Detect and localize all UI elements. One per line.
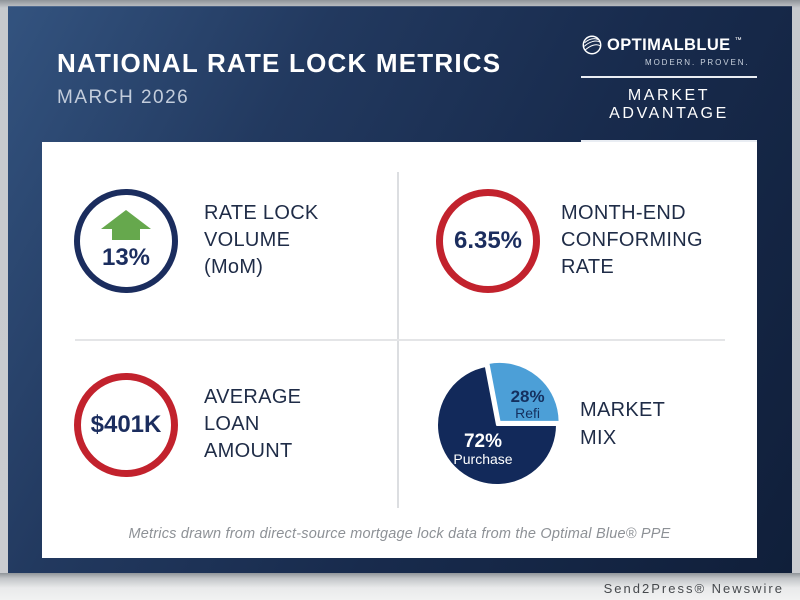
globe-icon [582, 35, 602, 55]
pie-label-refi-pct: 28% [511, 386, 545, 405]
pie-label-refi: Refi [515, 404, 540, 420]
metric-average-loan-amount: $401K AVERAGE LOAN AMOUNT [42, 339, 397, 510]
metric-label: MONTH-END CONFORMING RATE [561, 201, 703, 279]
metric-market-mix: 28% Refi 72% Purchase MARKET MIX [397, 339, 757, 510]
newswire-attribution: Send2Press® Newswire [603, 581, 784, 596]
metric-rate-lock-volume: 13% RATE LOCK VOLUME (MoM) [42, 142, 397, 339]
metric-conforming-rate: 6.35% MONTH-END CONFORMING RATE [397, 142, 757, 339]
arrow-up-icon [101, 210, 151, 240]
report-card: NATIONAL RATE LOCK METRICS MARCH 2026 OP… [8, 6, 792, 573]
header: NATIONAL RATE LOCK METRICS MARCH 2026 [57, 48, 501, 109]
metric-value: 6.35% [453, 226, 523, 254]
brand-tagline: MODERN. PROVEN. [645, 58, 750, 67]
divider [581, 76, 757, 78]
metric-ring: $401K [74, 372, 178, 477]
pie-slice-refi: 28% Refi [487, 360, 561, 423]
brand-logo: OPTIMALBLUE ™ [581, 34, 757, 56]
metric-label: AVERAGE LOAN AMOUNT [204, 385, 302, 463]
pie-label-purchase-pct: 72% [464, 431, 502, 452]
brand-wordmark: OPTIMALBLUE [607, 35, 731, 54]
page-title: NATIONAL RATE LOCK METRICS [57, 48, 502, 78]
metric-value: 13% [101, 244, 151, 271]
horizontal-divider [75, 339, 725, 341]
source-note: Metrics drawn from direct-source mortgag… [128, 526, 671, 542]
metric-label: MARKET MIX [580, 399, 666, 449]
trademark-symbol: ™ [734, 36, 742, 44]
divider [581, 140, 757, 142]
metric-value: $401K [90, 410, 162, 438]
metrics-panel: 13% RATE LOCK VOLUME (MoM) 6.35% MONTH-E… [42, 142, 757, 558]
footnote-row: Metrics drawn from direct-source mortgag… [42, 510, 757, 558]
metric-ring: 6.35% [436, 188, 540, 293]
pie-label-purchase: Purchase [453, 451, 512, 467]
program-name: MARKET ADVANTAGE [609, 87, 729, 122]
report-month: MARCH 2026 [57, 87, 190, 108]
metric-label: RATE LOCK VOLUME (MoM) [204, 201, 319, 279]
newswire-strip: Send2Press® Newswire [0, 573, 800, 600]
metric-ring: 13% [74, 188, 178, 293]
metrics-grid: 13% RATE LOCK VOLUME (MoM) 6.35% MONTH-E… [42, 142, 757, 510]
pie-chart: 28% Refi 72% Purchase [436, 360, 561, 486]
pie-slice-purchase [436, 364, 558, 486]
